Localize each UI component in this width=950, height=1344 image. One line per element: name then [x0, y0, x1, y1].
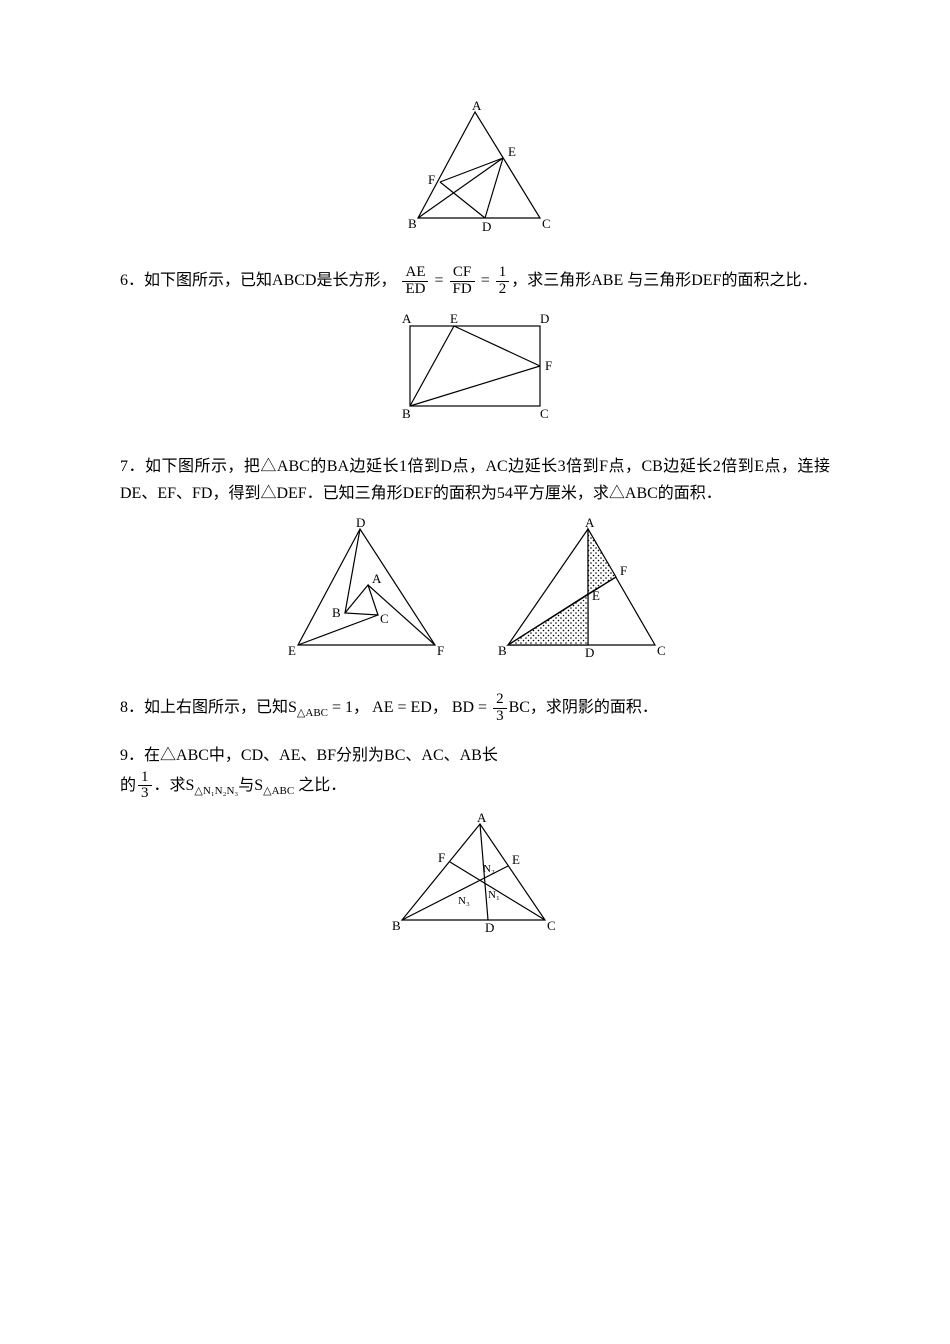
lbl-A: A	[472, 100, 482, 113]
problem-6: 6．如下图所示，已知ABCD是长方形， AEED = CFFD = 12，求三角…	[120, 265, 830, 298]
svg-text:D: D	[485, 920, 494, 935]
figure-9: A B C D E F N₁ N₂ N₃	[120, 812, 830, 947]
svg-text:F: F	[437, 643, 444, 658]
svg-text:N₂: N₂	[483, 863, 495, 875]
lbl-F: F	[428, 172, 435, 187]
svg-text:E: E	[512, 852, 520, 867]
svg-text:B: B	[392, 918, 401, 933]
svg-text:E: E	[592, 588, 600, 603]
figure-5: A B C D E F	[120, 100, 830, 245]
p8-num: 8．	[120, 699, 144, 716]
svg-text:F: F	[620, 563, 627, 578]
svg-text:A: A	[477, 812, 487, 825]
lbl-D: D	[482, 219, 491, 234]
svg-text:F: F	[438, 850, 445, 865]
svg-text:D: D	[540, 311, 549, 326]
svg-text:C: C	[540, 406, 549, 421]
p7-text: 如下图所示，把△ABC的BA边延长1倍到D点，AC边延长3倍到F点，CB边延长2…	[120, 458, 830, 502]
p6-t1: 如下图所示，已知ABCD是长方形，	[144, 272, 396, 289]
svg-text:D: D	[585, 645, 594, 660]
figure-6: A E D F B C	[120, 308, 830, 433]
lbl-C: C	[542, 216, 551, 231]
svg-text:C: C	[547, 918, 556, 933]
svg-text:F: F	[545, 358, 552, 373]
lbl-B: B	[408, 216, 417, 231]
svg-text:E: E	[450, 311, 458, 326]
svg-text:N₁: N₁	[488, 889, 500, 901]
problem-8: 8．如上右图所示，已知S△ABC = 1， AE = ED， BD = 23BC…	[120, 692, 830, 725]
svg-text:A: A	[585, 517, 595, 530]
problem-9: 9．在△ABC中，CD、AE、BF分别为BC、AC、AB长 的13．求S△N₁N…	[120, 742, 830, 802]
svg-text:A: A	[402, 311, 412, 326]
p6-num: 6．	[120, 272, 144, 289]
p6-t2: ，求三角形ABE 与三角形DEF的面积之比．	[511, 272, 817, 289]
svg-text:A: A	[372, 571, 382, 586]
svg-text:B: B	[402, 406, 411, 421]
figure-7: D E F A B C	[120, 517, 830, 672]
svg-text:C: C	[380, 611, 389, 626]
svg-text:B: B	[332, 605, 341, 620]
svg-text:E: E	[288, 643, 296, 658]
svg-text:N₃: N₃	[458, 895, 470, 907]
svg-text:C: C	[657, 643, 666, 658]
p7-num: 7．	[120, 458, 145, 475]
svg-text:D: D	[356, 517, 365, 530]
problem-7: 7．如下图所示，把△ABC的BA边延长1倍到D点，AC边延长3倍到F点，CB边延…	[120, 453, 830, 507]
p9-num: 9．	[120, 747, 144, 764]
lbl-E: E	[508, 144, 516, 159]
svg-text:B: B	[498, 643, 507, 658]
